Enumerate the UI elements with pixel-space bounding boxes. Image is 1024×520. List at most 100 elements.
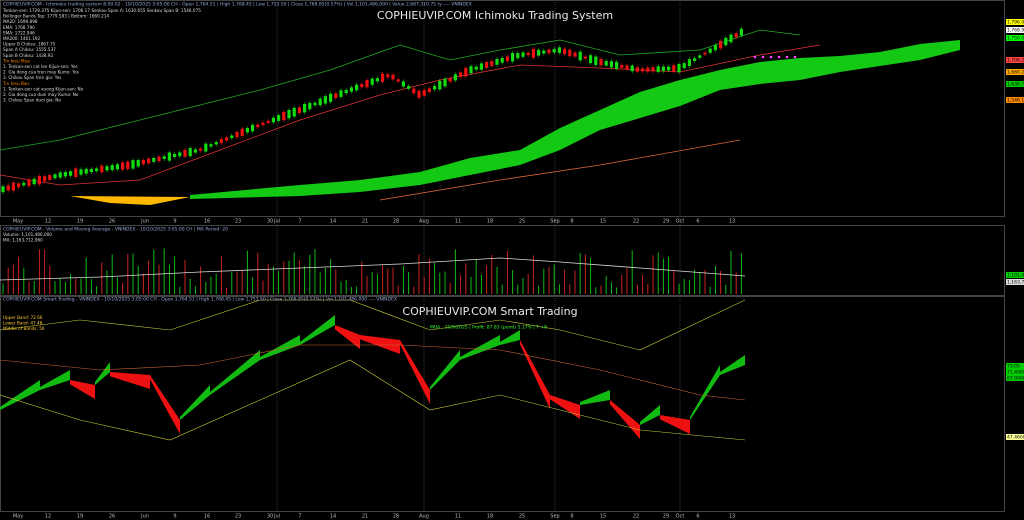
signal-text: MUA : 10/9/2025 | Profit: 87.83 (point) … [430,325,547,331]
volume-bar [454,249,456,294]
volume-bar [548,267,550,294]
volume-bar [122,282,124,294]
volume-bar [522,278,524,294]
price-label: 1,163,712 [1007,280,1024,286]
volume-bar [85,257,87,294]
candle [22,182,26,186]
price-tag [1006,279,1024,285]
volume-bar [475,259,477,294]
price-tag [1006,369,1024,375]
volume-bar [538,285,540,294]
x-tick-label: Aug [419,514,429,520]
candle [349,87,353,92]
ribbon-segment [0,380,40,410]
ribbon-segment [360,335,400,354]
volume-bar [231,271,233,294]
candle [157,156,161,162]
x-tick-label: 16 [204,514,210,520]
candle [682,63,686,69]
volume-bar [153,249,155,294]
volume-bar [616,287,618,294]
candle [89,169,93,172]
volume-bar [205,282,207,294]
volume-bar [486,265,488,294]
candle [386,74,390,78]
volume-bar [428,258,430,294]
volume-bar [595,287,597,294]
ribbon-segment [430,350,460,390]
volume-bar [257,252,259,294]
volume-bar [730,250,732,294]
legend-line: 3. Chikou Span tren gia: Yes [3,75,61,80]
volume-bar [673,270,675,294]
legend-line: Lower Band: 47.46 [3,321,43,326]
volume-bar [283,261,285,294]
volume-bar [262,280,264,294]
volume-bar [460,275,462,294]
volume-bar [683,279,685,294]
candle [433,85,437,90]
legend: Tenkan-sen: 1729.375 Kijun-sen: 1706.17 … [2,8,201,103]
legend-line: Upper B Chiksu: 1867.75 [3,42,56,47]
ribbon-segment [610,400,640,439]
volume-bar [699,272,701,294]
volume-bar [694,269,696,294]
candle [1,186,5,193]
volume-bar [132,253,134,294]
price-label: 1,796.0 [1007,20,1024,26]
volume-bar [444,271,446,294]
x-tick-label: 22 [633,514,639,520]
volume-bar [418,253,420,294]
volume-bar [584,254,586,294]
legend-line: 1. Tenkan-sen cat xuong Kijun-sen: No [3,86,84,91]
ribbon-segment [335,325,360,349]
price-tag [1006,27,1024,33]
candle [126,161,130,169]
candle [277,115,281,121]
candle [141,159,145,165]
x-tick-label: 9 [173,219,176,225]
volume-bar [558,284,560,294]
price-tag [1006,375,1024,381]
x-tick-label: 26 [109,514,115,520]
volume-bar [70,273,72,294]
volume-bar [569,284,571,294]
candle [219,139,223,144]
x-tick-label: 7 [298,514,301,520]
x-tick-label: 12 [45,219,51,225]
x-tick-label: 9 [173,514,176,520]
candle [511,52,515,62]
legend-line: EMA: 1708.790 [3,25,35,30]
candle [297,107,301,113]
x-tick-label: Sep [550,219,559,225]
price-label: 67.0000 [1007,376,1024,382]
volume-bar [564,269,566,294]
candle [74,168,78,177]
volume-bar [64,281,66,294]
candle [225,137,229,141]
volume-bar [371,272,373,294]
candle [412,88,416,94]
candle [105,166,109,171]
price-label: 1,546.1 [1007,98,1024,104]
volume-bar [179,287,181,294]
candle [531,48,535,58]
ribbon-segment [110,372,150,389]
volume-bar [501,284,503,294]
volume-bar [340,281,342,294]
volume-bar [449,282,451,294]
watermark: COPHIEUVIP.COM Smart Trading [402,305,577,318]
candle [193,149,197,153]
x-tick-label: 23 [235,219,241,225]
candle [391,74,395,80]
volume-bar [106,270,108,294]
volume-bar [236,271,238,294]
x-tick-label: 25 [519,514,525,520]
candle [485,62,489,68]
candle [651,67,655,72]
ribbon-segment [720,355,745,375]
volume-bar [413,286,415,294]
upper-band [0,299,746,351]
candle [656,66,660,72]
